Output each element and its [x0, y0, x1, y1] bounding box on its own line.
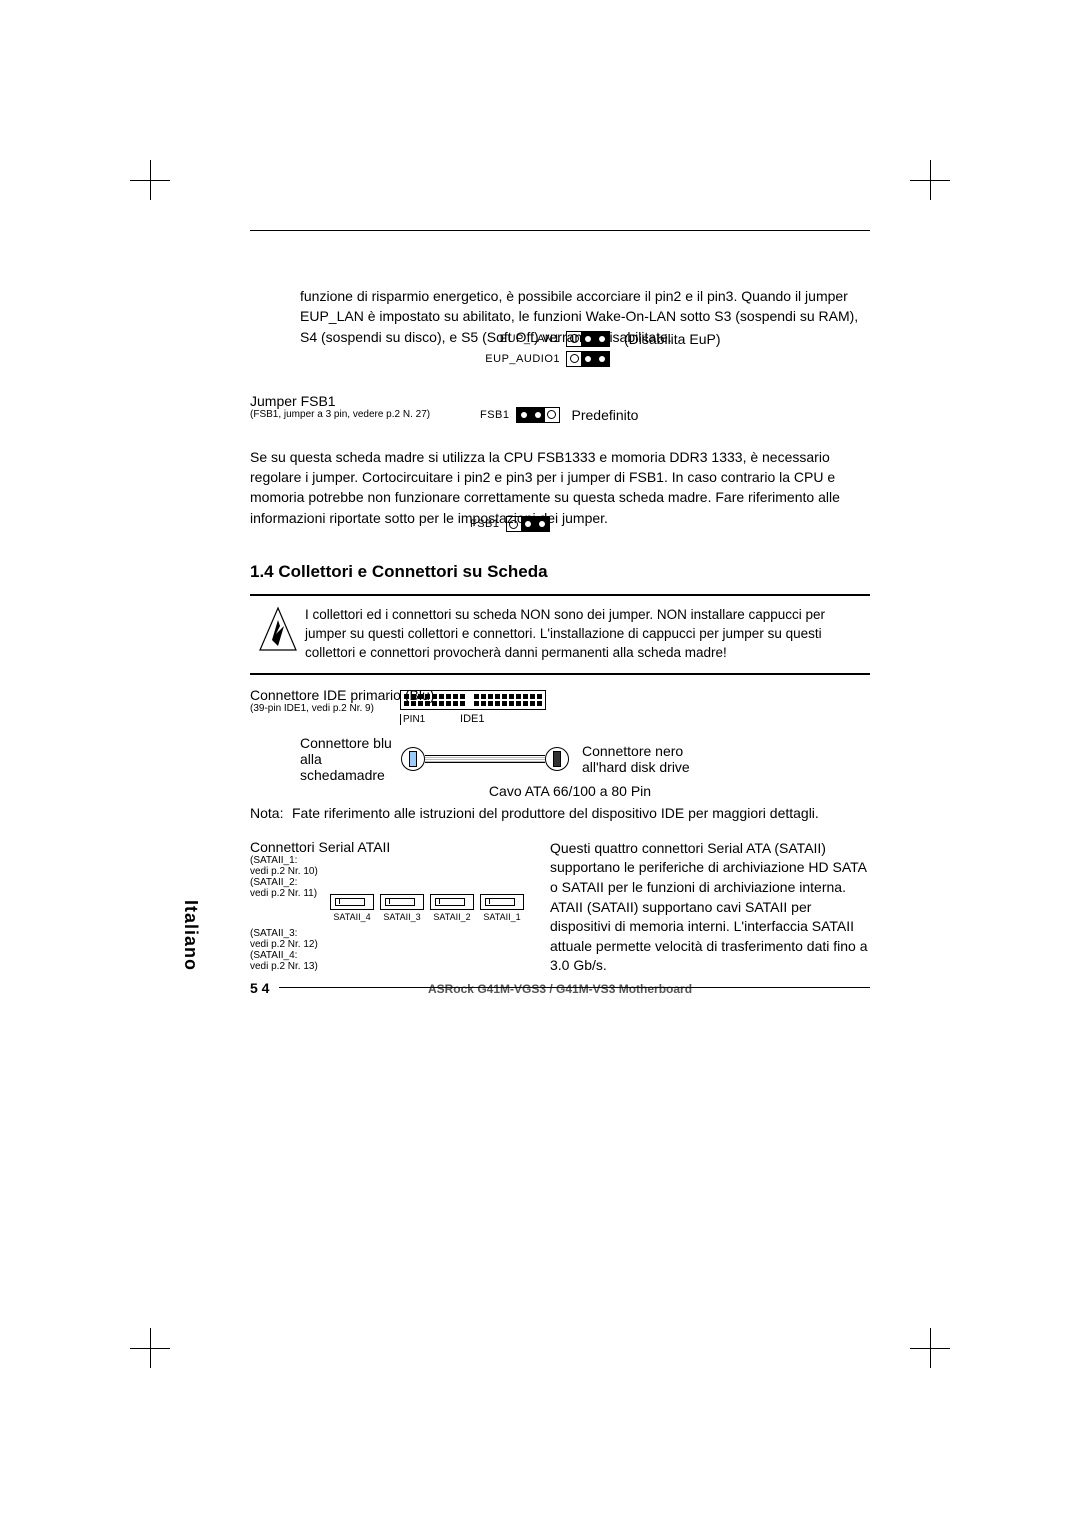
conn-black-2: all'hard disk drive: [582, 759, 870, 775]
crop-mark: [910, 1328, 950, 1368]
sata-ref-4: (SATAII_3:: [250, 928, 530, 939]
sata-ref-0: (SATAII_1:: [250, 855, 530, 866]
ide-note-label: Nota:: [250, 805, 292, 821]
sata-ports-icon: SATAII_4 SATAII_3 SATAII_2 SATAII_1: [330, 894, 524, 922]
sata-port-label-3: SATAII_1: [480, 912, 524, 922]
conn-blue-1: Connettore blu: [300, 735, 400, 751]
sata-title: Connettori Serial ATAII: [250, 839, 530, 855]
sata-ref-3: vedi p.2 Nr. 11): [250, 888, 330, 899]
predefinito-label: Predefinito: [572, 407, 639, 423]
eup-lan-jumper-icon: [566, 331, 610, 347]
footer-rule: [279, 987, 870, 988]
header-rule: [250, 230, 870, 231]
sata-port-label-1: SATAII_3: [380, 912, 424, 922]
cable-caption: Cavo ATA 66/100 a 80 Pin: [270, 783, 870, 799]
warning-icon: [250, 602, 305, 667]
eup-audio-label: EUP_AUDIO1: [470, 353, 560, 365]
sata-description: Questi quattro connettori Serial ATA (SA…: [550, 839, 870, 976]
warning-text: I collettori ed i connettori su scheda N…: [305, 602, 870, 667]
jumper-fsb1-title: Jumper FSB1: [250, 393, 480, 409]
warning-box: I collettori ed i connettori su scheda N…: [250, 594, 870, 675]
sata-port-label-0: SATAII_4: [330, 912, 374, 922]
ide-note-text: Fate riferimento alle istruzioni del pro…: [292, 805, 870, 821]
page-number: 5 4: [250, 980, 269, 996]
sata-ref-2: (SATAII_2:: [250, 877, 530, 888]
section-heading: 1.4 Collettori e Connettori su Scheda: [250, 562, 870, 582]
fsb1-label-2: FSB1: [470, 518, 500, 530]
crop-mark: [130, 160, 170, 200]
crop-mark: [130, 1328, 170, 1368]
fsb1-label: FSB1: [480, 409, 510, 421]
fsb1-jumper-default-icon: [516, 407, 560, 423]
ide1-label: IDE1: [460, 713, 484, 725]
sata-ref-6: (SATAII_4:: [250, 950, 530, 961]
conn-blue-2: alla schedamadre: [300, 751, 400, 783]
jumper-fsb1-ref: (FSB1, jumper a 3 pin, vedere p.2 N. 27): [250, 409, 480, 420]
sata-port-label-2: SATAII_2: [430, 912, 474, 922]
sata-ref-5: vedi p.2 Nr. 12): [250, 939, 530, 950]
pin1-label: PIN1: [400, 714, 425, 725]
disable-eup-label: (Disabilita EuP): [624, 331, 720, 347]
crop-mark: [910, 160, 950, 200]
fsb1-jumper-alt-icon: [506, 516, 550, 532]
eup-audio-jumper-icon: [566, 351, 610, 367]
sata-ref-1: vedi p.2 Nr. 10): [250, 866, 530, 877]
conn-black-1: Connettore nero: [582, 743, 870, 759]
ide-cable-icon: [400, 747, 570, 771]
ide-connector-icon: [400, 690, 546, 710]
eup-lan-label: EUP_LAN1: [470, 333, 560, 345]
language-tab: Italiano: [180, 900, 201, 971]
sata-ref-7: vedi p.2 Nr. 13): [250, 961, 530, 972]
